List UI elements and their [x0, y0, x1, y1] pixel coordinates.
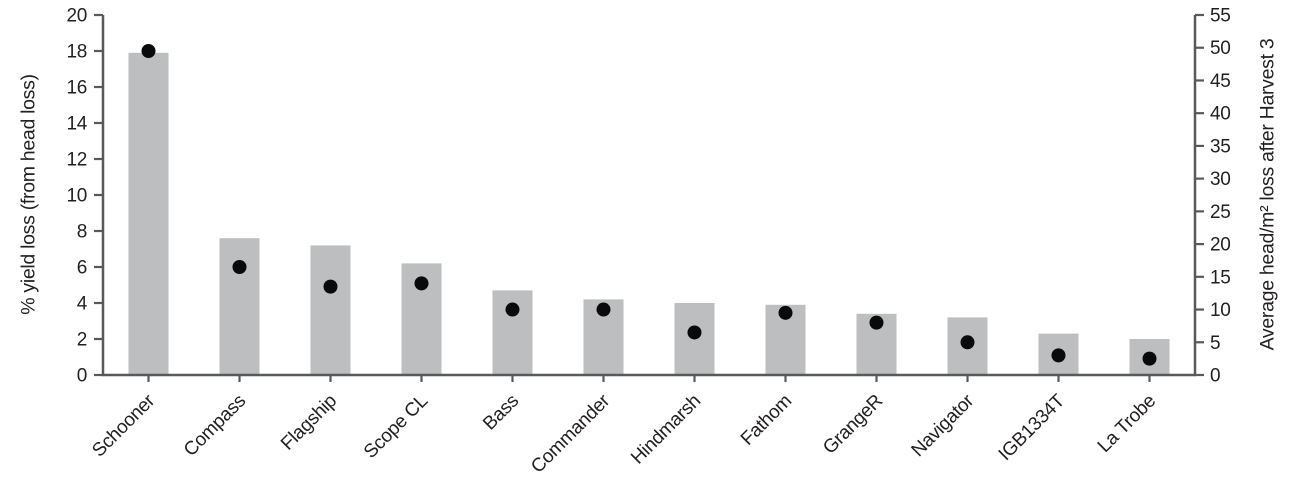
x-tick-label-bass: Bass: [479, 391, 523, 435]
dot-igb1334t: [1051, 348, 1066, 363]
y-right-tick-label-40: 40: [1210, 104, 1231, 125]
y-left-tick-label-2: 2: [77, 330, 87, 351]
dot-commander: [596, 302, 611, 317]
dot-hindmarsh: [687, 325, 702, 340]
x-tick-label-navigator: Navigator: [908, 390, 979, 461]
y-right-tick-label-20: 20: [1210, 235, 1231, 256]
y-left-tick-label-0: 0: [77, 366, 87, 387]
x-tick-label-compass: Compass: [180, 391, 250, 461]
y-left-tick-label-16: 16: [66, 78, 87, 99]
x-tick-label-igb1334t: IGB1334T: [995, 390, 1070, 465]
y-right-tick-label-30: 30: [1210, 169, 1231, 190]
x-tick-label-flagship: Flagship: [277, 391, 341, 455]
dot-flagship: [323, 279, 338, 294]
y-right-tick-label-45: 45: [1210, 71, 1231, 92]
y-left-tick-label-14: 14: [66, 114, 87, 135]
x-tick-label-scope-cl: Scope CL: [360, 391, 432, 463]
dot-fathom: [778, 305, 793, 320]
y-left-tick-label-10: 10: [66, 186, 87, 207]
x-tick-label-schooner: Schooner: [88, 390, 159, 461]
y-left-tick-label-6: 6: [77, 258, 87, 279]
dot-la-trobe: [1142, 351, 1157, 366]
y-right-tick-label-55: 55: [1210, 6, 1231, 27]
y-right-tick-label-0: 0: [1210, 366, 1220, 387]
dot-bass: [505, 302, 520, 317]
y-right-tick-label-15: 15: [1210, 267, 1231, 288]
x-tick-label-fathom: Fathom: [737, 391, 796, 450]
y-right-tick-label-50: 50: [1210, 38, 1231, 59]
y-right-tick-label-35: 35: [1210, 136, 1231, 157]
dot-granger: [869, 315, 884, 330]
y-right-tick-label-25: 25: [1210, 202, 1231, 223]
y-right-tick-label-10: 10: [1210, 300, 1231, 321]
x-tick-label-hindmarsh: Hindmarsh: [627, 391, 705, 469]
dot-scope-cl: [414, 276, 429, 291]
x-tick-label-la-trobe: La Trobe: [1094, 391, 1160, 457]
y-left-tick-label-20: 20: [66, 6, 87, 27]
y-right-tick-label-5: 5: [1210, 333, 1220, 354]
y-left-axis-title: % yield loss (from head loss): [17, 74, 40, 315]
dot-navigator: [960, 335, 975, 350]
bar-compass: [219, 238, 260, 375]
x-tick-label-granger: GrangeR: [819, 391, 887, 459]
bar-flagship: [310, 245, 351, 375]
x-tick-label-commander: Commander: [527, 390, 615, 478]
y-left-tick-label-12: 12: [66, 150, 87, 171]
y-right-axis-title: Average head/m² loss after Harvest 3: [1256, 38, 1279, 351]
y-left-tick-label-8: 8: [77, 222, 87, 243]
dot-compass: [232, 260, 247, 274]
bar-schooner: [128, 52, 169, 376]
y-left-tick-label-4: 4: [77, 294, 88, 315]
dot-schooner: [141, 44, 156, 58]
y-left-tick-label-18: 18: [66, 42, 87, 63]
